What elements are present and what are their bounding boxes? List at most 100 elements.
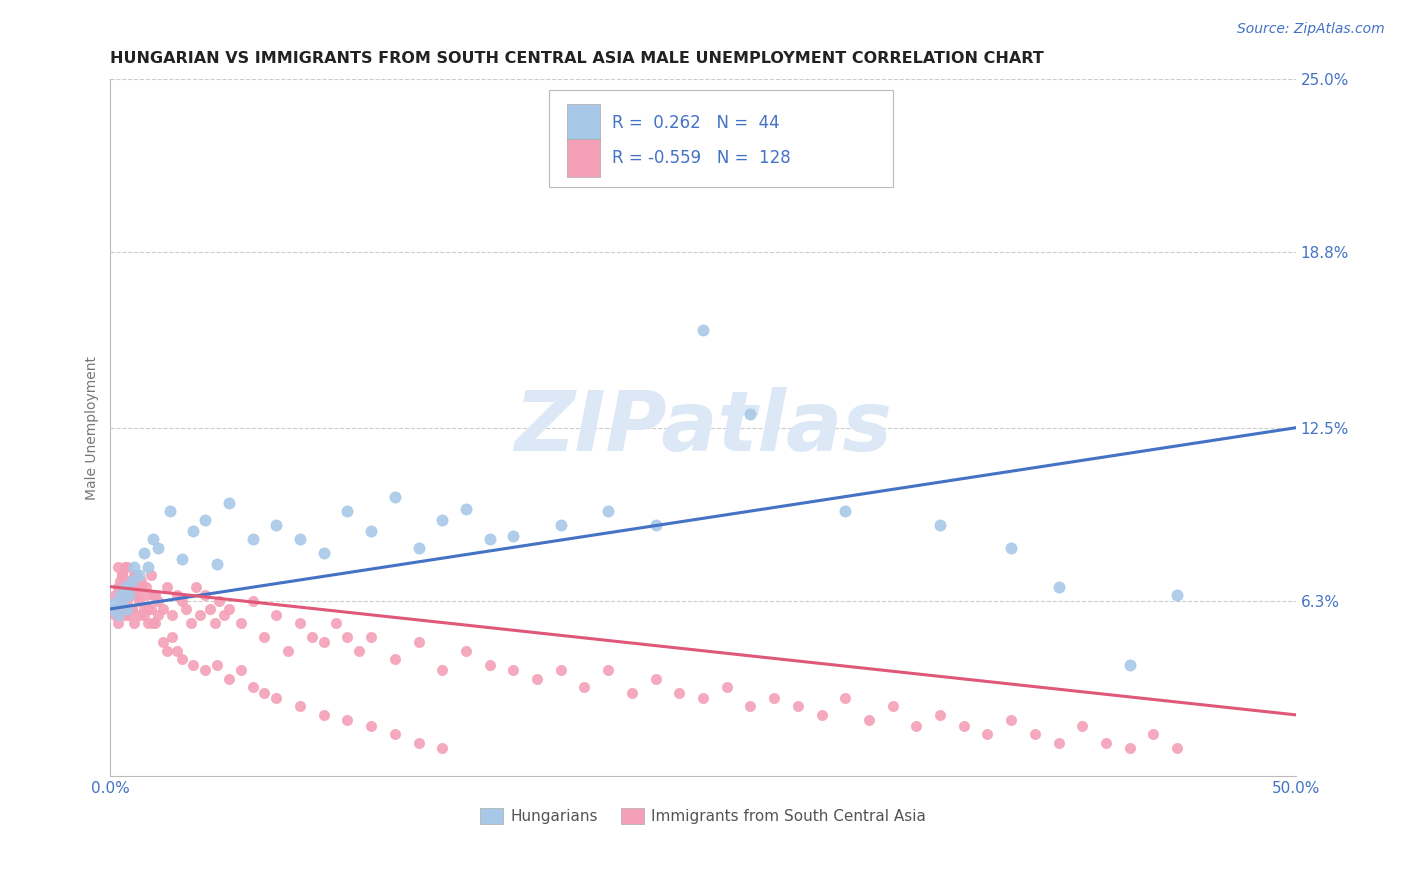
Point [121,574,143,588]
Point [183,657,205,672]
Legend: Hungarians, Immigrants from South Central Asia: Hungarians, Immigrants from South Centra… [479,808,927,824]
Point [692,323,714,337]
Point [128,568,150,582]
Point [288,699,311,714]
Point [111,593,134,607]
Point [101,602,124,616]
Point [360,524,382,538]
Point [229,663,252,677]
Point [114,607,136,622]
Point [1142,727,1164,741]
Point [408,541,430,555]
Point [115,602,138,616]
Point [277,644,299,658]
Text: ZIPatlas: ZIPatlas [515,387,891,468]
Point [122,560,145,574]
Point [312,635,335,649]
Bar [567,103,600,142]
Point [301,630,323,644]
Point [360,719,382,733]
Y-axis label: Male Unemployment: Male Unemployment [86,356,100,500]
Point [118,580,141,594]
Point [1000,714,1022,728]
Point [170,551,193,566]
Point [574,680,596,694]
Point [152,602,174,616]
Point [218,672,240,686]
Point [107,560,129,574]
Point [454,644,477,658]
Point [108,588,131,602]
Point [786,699,808,714]
Point [929,707,952,722]
Point [1071,719,1094,733]
Point [125,588,148,602]
Point [156,644,179,658]
Point [139,602,162,616]
Point [142,533,165,547]
Point [288,615,311,630]
Point [454,501,477,516]
Point [115,593,138,607]
Point [266,518,288,533]
Point [384,727,406,741]
Point [336,630,359,644]
Point [104,596,127,610]
Point [834,504,856,518]
Point [242,533,264,547]
Point [312,707,335,722]
Point [740,407,762,421]
Point [122,568,145,582]
Point [952,719,974,733]
Point [118,607,141,622]
Point [145,615,167,630]
Point [138,602,160,616]
Point [598,663,620,677]
Point [668,685,690,699]
Point [205,657,228,672]
Point [208,593,231,607]
Point [336,714,359,728]
Point [644,518,666,533]
Text: Source: ZipAtlas.com: Source: ZipAtlas.com [1237,22,1385,37]
Point [111,568,134,582]
Point [194,588,217,602]
Point [242,593,264,607]
Point [114,560,136,574]
Point [408,635,430,649]
Point [253,685,276,699]
Point [160,630,183,644]
Point [166,588,188,602]
Point [129,580,152,594]
Point [128,593,150,607]
Point [104,607,127,622]
Point [142,615,165,630]
Point [1095,736,1118,750]
Point [810,707,832,722]
Point [1047,736,1070,750]
Text: R =  0.262   N =  44: R = 0.262 N = 44 [612,114,779,132]
Point [190,607,212,622]
Point [146,593,169,607]
Point [125,568,148,582]
Point [101,602,124,616]
Point [145,588,167,602]
Point [104,588,127,602]
Point [138,560,160,574]
Point [620,685,643,699]
Point [882,699,904,714]
Point [692,691,714,706]
Point [204,615,226,630]
Point [1118,741,1140,756]
Point [198,602,221,616]
Point [205,558,228,572]
Point [132,607,155,622]
Point [976,727,998,741]
Point [174,602,197,616]
Point [122,615,145,630]
Point [478,533,501,547]
Point [349,644,371,658]
Point [502,663,524,677]
Point [740,699,762,714]
Point [550,518,572,533]
